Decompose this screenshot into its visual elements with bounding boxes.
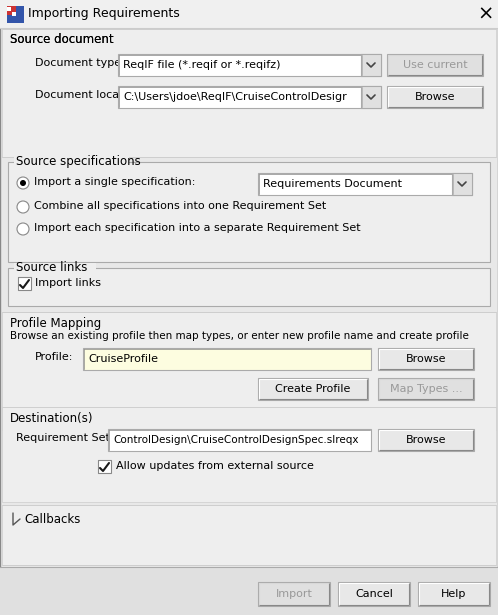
Bar bbox=[18, 277, 31, 290]
Bar bbox=[378, 429, 474, 451]
Text: Help: Help bbox=[441, 589, 467, 599]
Bar bbox=[118, 54, 381, 76]
Text: Browse: Browse bbox=[415, 92, 455, 102]
Text: Create Profile: Create Profile bbox=[275, 384, 351, 394]
Text: Import each specification into a separate Requirement Set: Import each specification into a separat… bbox=[34, 223, 361, 233]
Text: Browse an existing profile then map types, or enter new profile name and create : Browse an existing profile then map type… bbox=[10, 331, 469, 341]
Bar bbox=[2, 29, 496, 157]
Text: Use current: Use current bbox=[403, 60, 467, 70]
Bar bbox=[387, 54, 483, 76]
Text: Callbacks: Callbacks bbox=[24, 513, 80, 526]
Bar bbox=[0, 567, 498, 615]
Text: Importing Requirements: Importing Requirements bbox=[28, 7, 180, 20]
Bar bbox=[338, 582, 410, 606]
Text: Browse: Browse bbox=[406, 354, 446, 364]
Bar bbox=[7, 7, 11, 11]
Text: CruiseProfile: CruiseProfile bbox=[88, 354, 158, 364]
Bar bbox=[361, 86, 381, 108]
Bar bbox=[258, 173, 472, 195]
Bar bbox=[378, 378, 474, 400]
Bar bbox=[8, 268, 490, 306]
Text: Profile Mapping: Profile Mapping bbox=[10, 317, 101, 330]
Bar bbox=[118, 86, 381, 108]
Bar bbox=[361, 54, 381, 76]
Bar bbox=[378, 348, 474, 370]
Bar bbox=[2, 407, 496, 502]
Bar bbox=[2, 505, 496, 565]
Text: Source document: Source document bbox=[10, 33, 114, 46]
Text: Profile:: Profile: bbox=[35, 352, 73, 362]
Text: Import a single specification:: Import a single specification: bbox=[34, 177, 195, 187]
Text: Allow updates from external source: Allow updates from external source bbox=[116, 461, 314, 471]
Bar bbox=[7, 6, 24, 23]
Bar bbox=[83, 348, 371, 370]
Bar bbox=[258, 378, 368, 400]
Text: Map Types ...: Map Types ... bbox=[390, 384, 462, 394]
Bar bbox=[258, 582, 330, 606]
Text: ReqIF file (*.reqif or *.reqifz): ReqIF file (*.reqif or *.reqifz) bbox=[123, 60, 280, 70]
Text: Source links: Source links bbox=[16, 261, 87, 274]
Bar bbox=[8, 162, 490, 262]
Bar bbox=[7, 6, 16, 15]
Circle shape bbox=[17, 201, 29, 213]
Text: Source document: Source document bbox=[10, 33, 114, 46]
Text: Import links: Import links bbox=[35, 278, 101, 288]
Text: Destination(s): Destination(s) bbox=[10, 412, 94, 425]
Text: Document location:: Document location: bbox=[35, 90, 144, 100]
Text: Combine all specifications into one Requirement Set: Combine all specifications into one Requ… bbox=[34, 201, 326, 211]
Text: Document type:: Document type: bbox=[35, 58, 125, 68]
Circle shape bbox=[17, 223, 29, 235]
Text: Requirements Document: Requirements Document bbox=[263, 179, 402, 189]
Text: ×: × bbox=[478, 4, 494, 23]
Text: Import: Import bbox=[275, 589, 312, 599]
Text: Source specifications: Source specifications bbox=[16, 155, 141, 168]
Bar bbox=[387, 86, 483, 108]
Text: Requirement Set:: Requirement Set: bbox=[16, 433, 114, 443]
Bar bbox=[0, 0, 498, 28]
Circle shape bbox=[17, 177, 29, 189]
Bar bbox=[452, 173, 472, 195]
Bar bbox=[418, 582, 490, 606]
Bar bbox=[108, 429, 371, 451]
Circle shape bbox=[20, 180, 26, 186]
Text: Cancel: Cancel bbox=[355, 589, 393, 599]
Bar bbox=[98, 460, 111, 473]
Bar bbox=[12, 12, 16, 16]
Text: Browse: Browse bbox=[406, 435, 446, 445]
Text: C:\Users\jdoe\ReqIF\CruiseControlDesigr: C:\Users\jdoe\ReqIF\CruiseControlDesigr bbox=[123, 92, 347, 102]
Text: ControlDesign\CruiseControlDesignSpec.slreqx: ControlDesign\CruiseControlDesignSpec.sl… bbox=[113, 435, 359, 445]
Bar bbox=[14, 157, 129, 167]
Bar bbox=[14, 263, 96, 273]
Bar bbox=[2, 312, 496, 430]
